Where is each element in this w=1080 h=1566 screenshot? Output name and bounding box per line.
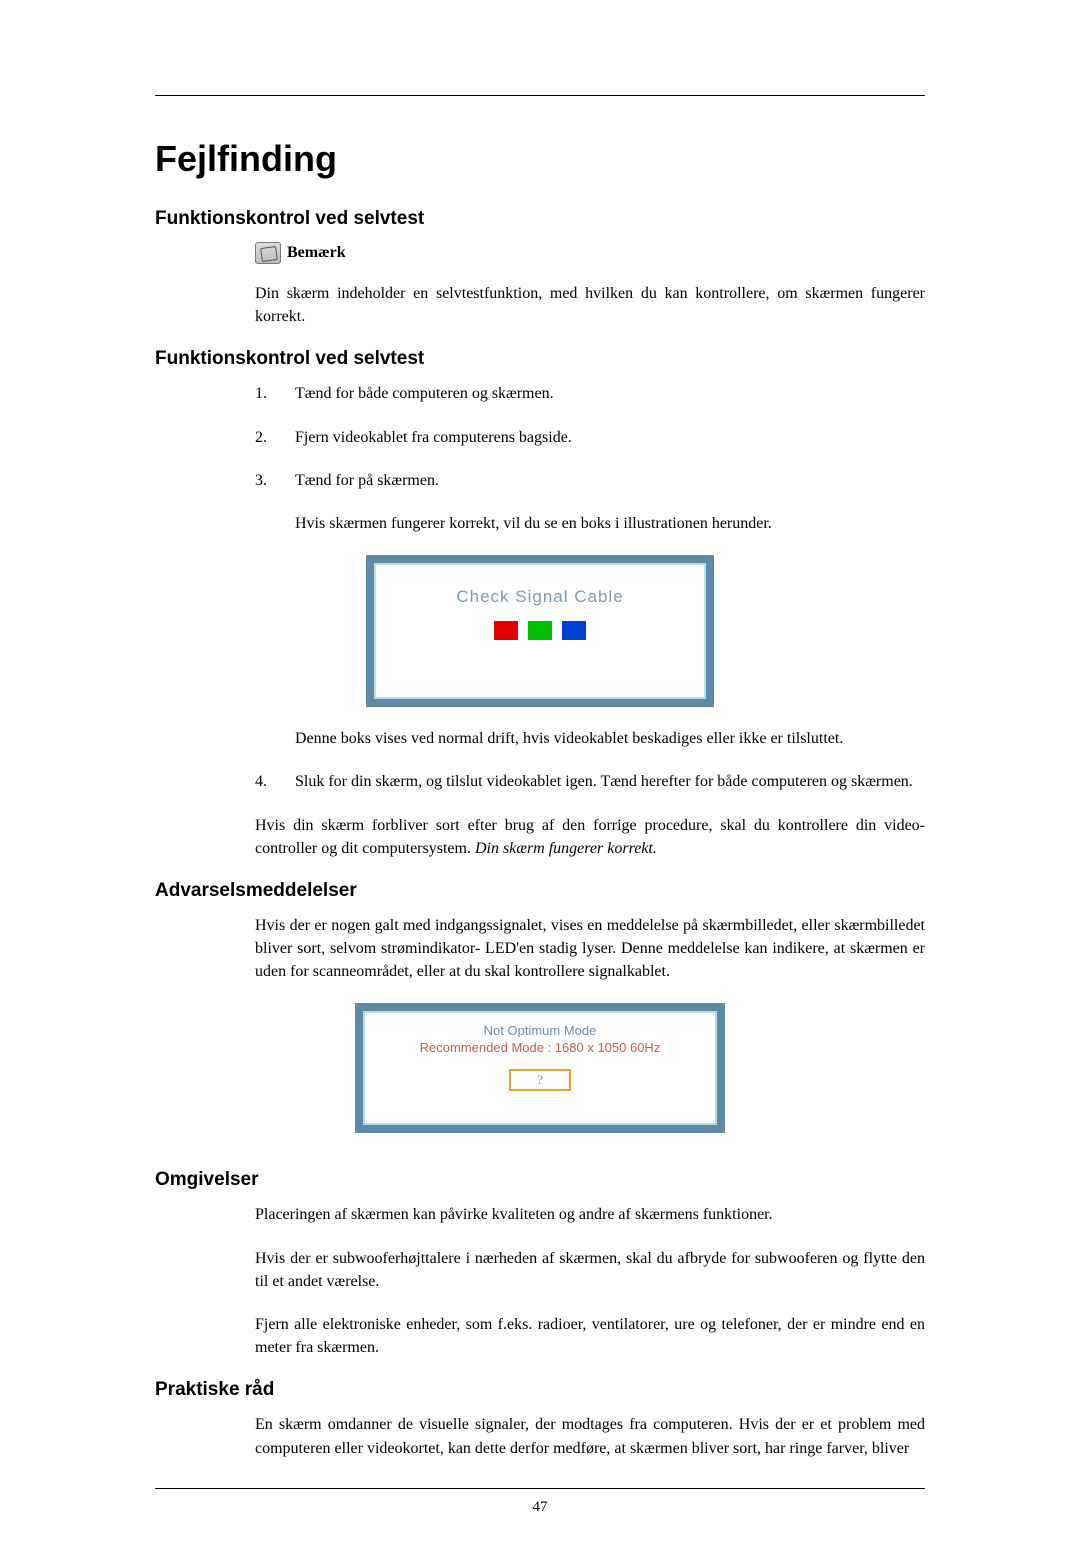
section4-p2: Hvis der er subwooferhøjttalere i nærhed…	[255, 1247, 925, 1293]
list-item: 2. Fjern videokablet fra computerens bag…	[255, 426, 925, 449]
signal-cable-text: Check Signal Cable	[456, 587, 623, 607]
rule-bottom	[155, 1488, 925, 1489]
section1-intro: Din skærm indeholder en selvtestfunktion…	[255, 282, 925, 328]
section-heading-warnings: Advarselsmeddelelser	[155, 880, 925, 902]
step-number: 1.	[255, 382, 273, 405]
optimum-mode-figure: Not Optimum Mode Recommended Mode : 1680…	[155, 1003, 925, 1133]
blue-square	[562, 621, 586, 640]
step-number: 2.	[255, 426, 273, 449]
rgb-squares	[494, 621, 586, 640]
step-number: 3.	[255, 469, 273, 535]
list-item: 1. Tænd for både computeren og skærmen.	[255, 382, 925, 405]
green-square	[528, 621, 552, 640]
section4-p1: Placeringen af skærmen kan påvirke kvali…	[255, 1203, 925, 1226]
note-label: Bemærk	[287, 244, 346, 262]
step-text: Sluk for din skærm, og tilslut videokabl…	[295, 770, 925, 793]
step-text: Fjern videokablet fra computerens bagsid…	[295, 426, 925, 449]
optimum-line2: Recommended Mode : 1680 x 1050 60Hz	[420, 1040, 661, 1055]
step-number: 4.	[255, 770, 273, 793]
step-subtext: Hvis skærmen fungerer korrekt, vil du se…	[295, 512, 925, 535]
optimum-help-button: ?	[509, 1069, 571, 1091]
steps-list-continued: Denne boks vises ved normal drift, hvis …	[255, 727, 925, 793]
optimum-line1: Not Optimum Mode	[484, 1023, 597, 1038]
list-item: 4. Sluk for din skærm, og tilslut videok…	[255, 770, 925, 793]
list-item: Denne boks vises ved normal drift, hvis …	[255, 727, 925, 750]
steps-list: 1. Tænd for både computeren og skærmen. …	[255, 382, 925, 535]
note-icon	[255, 242, 281, 264]
step-text: Tænd for både computeren og skærmen.	[295, 382, 925, 405]
section-heading-environment: Omgivelser	[155, 1169, 925, 1191]
section3-text: Hvis der er nogen galt med indgangssigna…	[255, 914, 925, 984]
section5-p1: En skærm omdanner de visuelle signaler, …	[255, 1413, 925, 1459]
page-number: 47	[155, 1499, 925, 1516]
section2-closing: Hvis din skærm forbliver sort efter brug…	[255, 814, 925, 860]
signal-cable-figure: Check Signal Cable	[155, 555, 925, 707]
list-item: 3. Tænd for på skærmen. Hvis skærmen fun…	[255, 469, 925, 535]
rule-top	[155, 95, 925, 96]
step-subtext: Denne boks vises ved normal drift, hvis …	[295, 727, 925, 750]
step-text: Tænd for på skærmen.	[295, 469, 925, 492]
main-title: Fejlfinding	[155, 138, 925, 180]
section-heading-selftest-1: Funktionskontrol ved selvtest	[155, 208, 925, 230]
red-square	[494, 621, 518, 640]
step-spacer	[255, 727, 273, 750]
section4-p3: Fjern alle elektroniske enheder, som f.e…	[255, 1313, 925, 1359]
section-heading-tips: Praktiske råd	[155, 1379, 925, 1401]
section-heading-selftest-2: Funktionskontrol ved selvtest	[155, 348, 925, 370]
